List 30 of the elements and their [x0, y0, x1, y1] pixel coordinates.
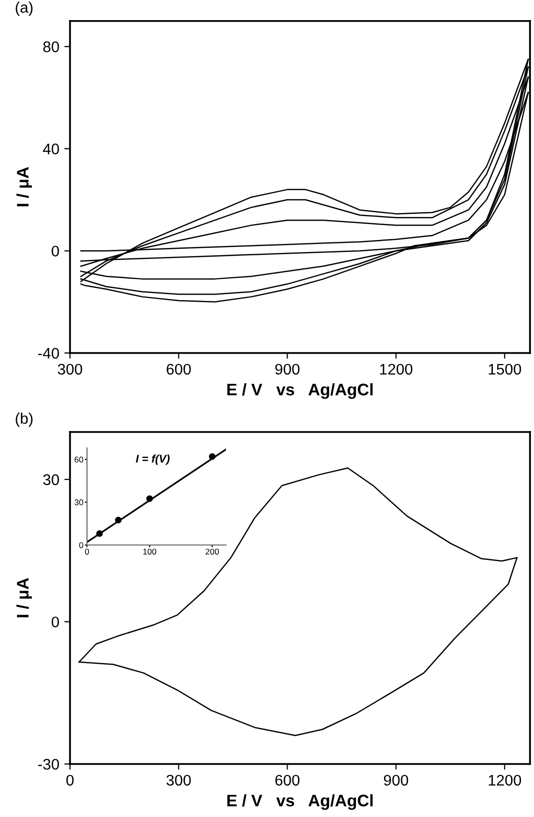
y-tick-label: 0	[52, 246, 59, 257]
y-tick-label: -40	[38, 348, 59, 359]
x-tick-label: 1500	[488, 364, 522, 375]
x-tick-label: 0	[66, 774, 74, 786]
annotation: I = f(V)	[136, 454, 170, 465]
x-tick-label: 600	[166, 364, 191, 375]
y-tick-label: 80	[43, 41, 59, 52]
chart-title: (a)	[16, 2, 33, 16]
y-tick-label: 40	[42, 144, 59, 154]
y-tick-label: -30	[38, 758, 59, 770]
x-tick-label: 1200	[488, 774, 522, 786]
x-tick-label: 100	[143, 548, 156, 555]
chart-title: (b)	[16, 412, 33, 427]
y-axis-title: I / μA	[16, 167, 32, 206]
x-tick-label: 1200	[380, 364, 412, 375]
x-tick-label: 600	[275, 774, 300, 786]
y-tick-label: 0	[79, 542, 84, 548]
x-tick-label: 300	[58, 364, 82, 375]
x-tick-label: 900	[384, 774, 408, 786]
y-axis-title: I / μA	[16, 578, 32, 618]
x-tick-label: 200	[206, 548, 219, 555]
x-axis-title: E / V vs Ag/AgCl	[227, 383, 373, 399]
y-tick-label: 30	[74, 499, 84, 506]
y-tick-label: 30	[43, 474, 59, 486]
y-tick-label: 0	[52, 616, 59, 628]
x-axis-title: E / V vs Ag/AgCl	[227, 794, 373, 810]
y-tick-label: 60	[74, 456, 84, 463]
x-tick-label: 900	[275, 364, 300, 375]
x-tick-label: 300	[166, 774, 191, 786]
x-tick-label: 0	[85, 548, 89, 555]
